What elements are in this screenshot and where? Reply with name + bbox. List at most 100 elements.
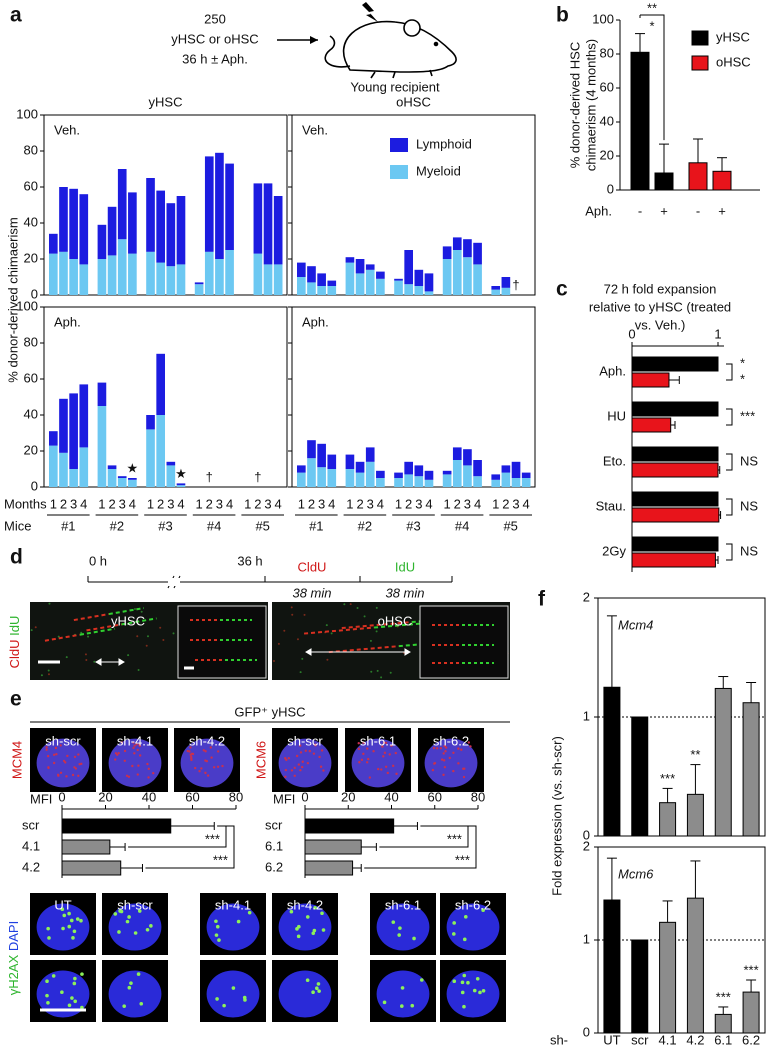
bar-segment (355, 259, 365, 274)
chart-title: Mcm6 (618, 866, 654, 881)
stain-speck (138, 743, 141, 746)
bar-segment (442, 246, 452, 259)
stain-speck (136, 773, 139, 776)
bar-segment (128, 192, 137, 254)
group-label: #5 (503, 518, 517, 533)
stain-speck (395, 772, 398, 776)
focus (466, 980, 470, 985)
category-label: Eto. (603, 453, 626, 468)
y-tick-label: 80 (600, 45, 614, 60)
bar-segment (424, 479, 434, 487)
fiber-green (121, 617, 157, 626)
bar-segment (79, 447, 89, 487)
nucleus (376, 970, 430, 1018)
bar-segment (424, 470, 434, 480)
focus (419, 978, 424, 982)
significance-bracket (145, 825, 235, 869)
y-tick-label: 60 (24, 178, 38, 193)
stain-speck (209, 746, 212, 749)
bar-segment (107, 469, 117, 487)
significance: *** (740, 408, 755, 423)
bar-segment (49, 233, 58, 254)
row-label: Aph. (54, 314, 81, 329)
focus (397, 933, 401, 937)
group-label: #3 (406, 518, 420, 533)
bar (712, 170, 732, 191)
chart-title: Mcm4 (618, 617, 653, 632)
stain-speck (136, 748, 139, 752)
x-tick-label: 1 (298, 496, 305, 511)
stain-label: MCM4 (9, 741, 24, 779)
bar-segment (452, 460, 462, 487)
stain-speck (312, 752, 316, 755)
stain-speck (290, 769, 294, 772)
significance-bracket (726, 408, 733, 426)
bar-segment (376, 478, 385, 487)
focus (127, 915, 131, 919)
background-speck (303, 613, 306, 616)
image-label: sh-4.2 (189, 733, 225, 748)
y-tick-label: 60 (600, 79, 614, 94)
bar-segment (327, 469, 337, 487)
bar-segment (146, 415, 155, 430)
bar-segment (307, 266, 316, 283)
focus (149, 924, 153, 928)
stain-speck (188, 750, 191, 753)
fiber-green (108, 607, 145, 616)
stain-speck (357, 742, 360, 745)
bar (742, 991, 760, 1034)
stain-speck (432, 746, 436, 750)
significance: *** (743, 962, 758, 977)
bar (61, 839, 111, 855)
x-tick-label: 3 (464, 496, 471, 511)
focus (118, 909, 122, 913)
recipient-label: Young recipient (350, 79, 440, 94)
bar (603, 899, 621, 1034)
stain-speck (133, 752, 136, 755)
focus (305, 978, 310, 982)
focus (80, 972, 84, 976)
focus (311, 990, 315, 995)
group-label: #1 (61, 518, 75, 533)
fiber-red (86, 623, 122, 632)
x-tick-label: 60 (185, 789, 199, 804)
x-tick-label: 4 (226, 496, 233, 511)
stain-h2ax: γH2AX (6, 954, 21, 995)
focus (289, 909, 294, 914)
background-speck (162, 639, 165, 642)
background-speck (375, 630, 378, 633)
x-tick-label: 20 (341, 789, 355, 804)
bar-segment (79, 384, 89, 448)
bar-segment (307, 458, 316, 487)
row-label: Veh. (54, 122, 80, 137)
stain-speck (382, 755, 385, 758)
stain-speck (452, 751, 455, 754)
legend-swatch (691, 30, 709, 46)
bar-segment (317, 286, 326, 295)
focus (79, 918, 83, 923)
bar-segment (69, 259, 78, 295)
stain-speck (66, 754, 69, 758)
y-tick-label: 60 (24, 370, 38, 385)
plot-frame (43, 306, 288, 488)
inset (419, 605, 509, 679)
background-speck (283, 629, 286, 632)
plot-frame (291, 114, 536, 296)
focus (452, 921, 456, 925)
stain-label: MCM6 (253, 741, 268, 779)
stain-speck (120, 741, 124, 744)
focus (247, 910, 252, 915)
significance: *** (660, 771, 675, 786)
significance: *** (455, 852, 470, 867)
pulse-label: IdU (395, 559, 415, 574)
background-speck (127, 654, 130, 657)
bar-segment (473, 460, 482, 477)
nucleus (108, 970, 162, 1018)
focus (80, 1005, 84, 1010)
focus (46, 1000, 50, 1005)
background-speck (30, 629, 33, 632)
significance: *** (447, 831, 462, 846)
x-tick-label: 3 (415, 496, 422, 511)
chart-title: 72 h fold expansion (604, 281, 717, 296)
bar-segment (452, 237, 462, 250)
